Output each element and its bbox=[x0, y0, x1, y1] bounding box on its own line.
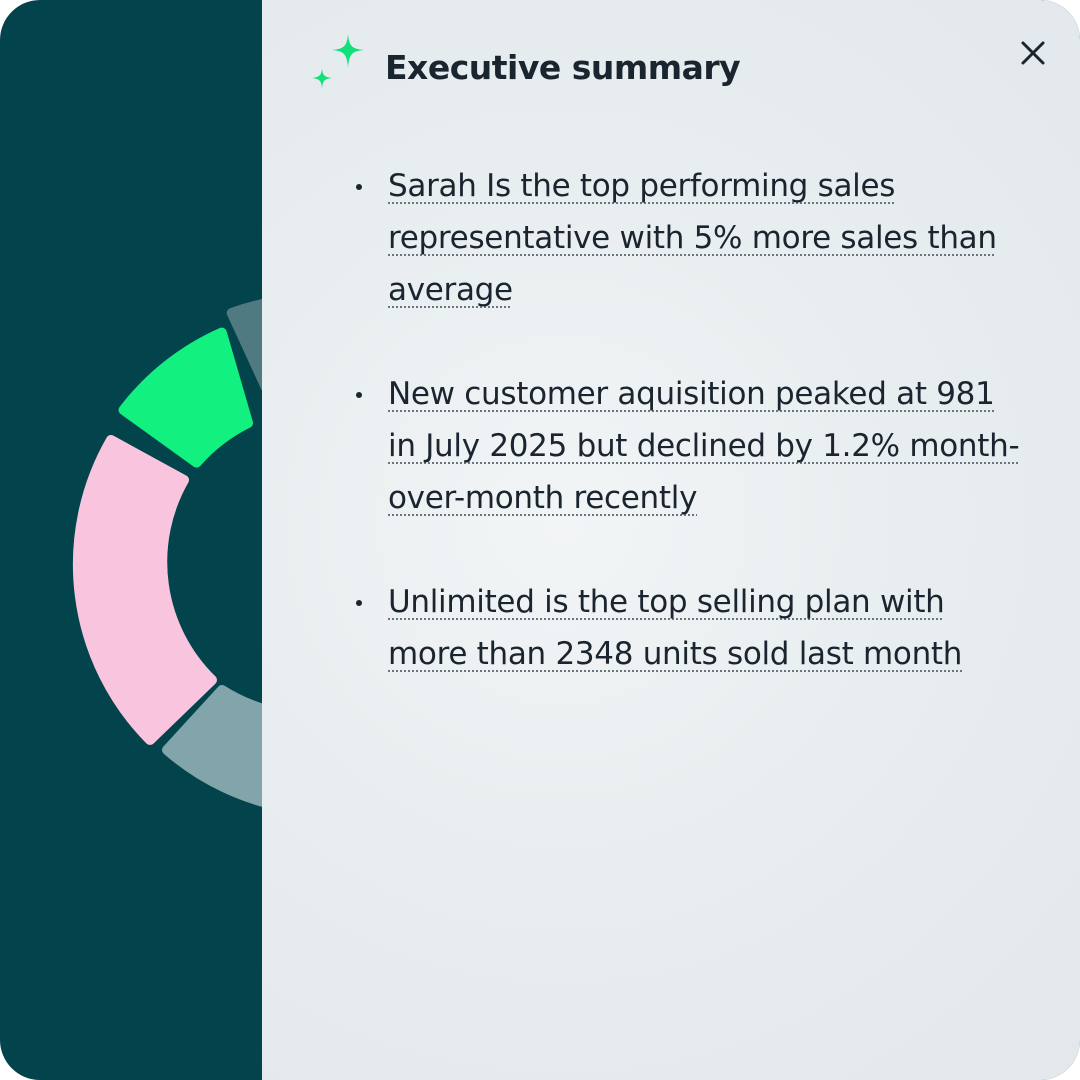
bullet-list: Sarah Is the top performing sales repres… bbox=[356, 160, 1028, 732]
sparkle-icon bbox=[312, 34, 364, 89]
bullet-text[interactable]: Sarah Is the top performing sales repres… bbox=[388, 168, 997, 308]
bullet-item: New customer aquisition peaked at 981 in… bbox=[356, 368, 1028, 524]
summary-panel: Executive summary Sarah Is the top perfo… bbox=[262, 0, 1080, 1080]
bullet-text[interactable]: New customer aquisition peaked at 981 in… bbox=[388, 376, 1020, 516]
segment-green bbox=[118, 327, 253, 468]
close-button[interactable] bbox=[1018, 38, 1048, 68]
bullet-item: Sarah Is the top performing sales repres… bbox=[356, 160, 1028, 316]
bullet-item: Unlimited is the top selling plan with m… bbox=[356, 576, 1028, 680]
bullet-text[interactable]: Unlimited is the top selling plan with m… bbox=[388, 584, 963, 672]
panel-title: Executive summary bbox=[385, 48, 741, 87]
segment-pink bbox=[72, 435, 217, 745]
